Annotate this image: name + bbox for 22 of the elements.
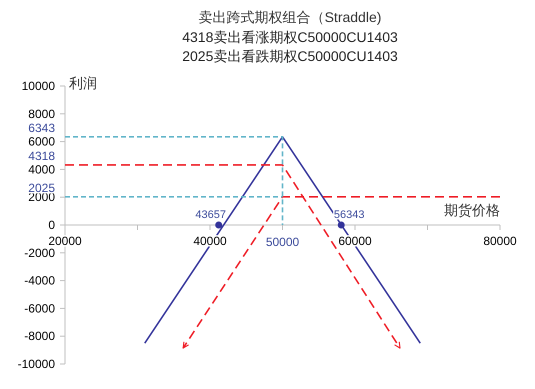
annotation: 50000 xyxy=(266,235,300,249)
y-tick-label: 0 xyxy=(48,218,56,232)
y-tick-label: -2000 xyxy=(24,246,56,260)
annotation: 6343 xyxy=(28,120,56,135)
y-tick-label: -6000 xyxy=(24,301,56,316)
y-tick-label: -10000 xyxy=(18,357,56,371)
y-tick-label: -8000 xyxy=(24,329,56,344)
annotation: 4318 xyxy=(28,148,56,163)
y-tick-label: 8000 xyxy=(28,106,56,121)
annotation: 2025 xyxy=(28,180,56,195)
annotation: 56343 xyxy=(334,209,365,221)
annotation: 43657 xyxy=(195,209,226,221)
y-axis-title: 利润 xyxy=(69,75,97,91)
chart-title: 卖出跨式期权组合（Straddle) xyxy=(198,9,382,25)
y-tick-label: -4000 xyxy=(24,274,56,288)
chart-subtitle: 4318卖出看涨期权C50000CU1403 2025卖出看跌期权C50000CU1403 xyxy=(182,29,398,64)
x-axis-title: 期货价格 xyxy=(444,202,500,218)
x-tick-label: 80000 xyxy=(483,234,518,248)
y-tick-label: 6000 xyxy=(28,134,56,149)
x-tick-label: 20000 xyxy=(48,234,82,248)
y-tick-label: 4000 xyxy=(28,162,56,176)
y-tick-label: 10000 xyxy=(22,79,56,93)
